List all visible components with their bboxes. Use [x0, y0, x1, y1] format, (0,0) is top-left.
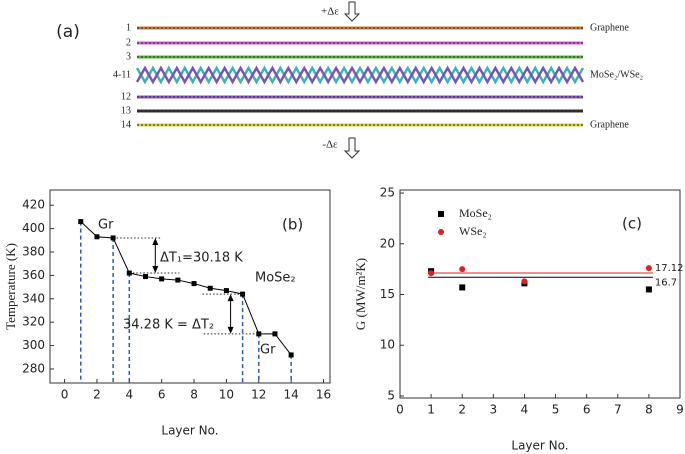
temperature-point — [207, 285, 213, 291]
y-axis-title: Temperature (K) — [3, 243, 18, 330]
temperature-line — [80, 221, 292, 356]
x-tick-label: 6 — [583, 403, 591, 417]
temperature-point — [142, 274, 148, 280]
x-axis-title: Layer No. — [161, 424, 218, 438]
panel-label: (c) — [622, 215, 642, 233]
x-tick-label: 0 — [396, 403, 404, 417]
temperature-point — [175, 277, 181, 283]
data-point — [459, 266, 466, 273]
data-point — [645, 265, 652, 272]
x-tick-label: 2 — [93, 388, 101, 402]
y-tick-label: 380 — [22, 244, 45, 258]
y-tick-label: 5 — [387, 388, 395, 402]
y-tick-label: 10 — [380, 338, 395, 352]
x-tick-label: 3 — [490, 403, 498, 417]
y-tick-label: 300 — [22, 338, 45, 352]
data-point — [521, 278, 528, 285]
y-tick-label: 360 — [22, 268, 45, 282]
strain-arrow — [343, 1, 361, 22]
legend-marker — [438, 229, 444, 235]
x-tick-label: 12 — [251, 388, 266, 402]
x-axis-title: Layer No. — [511, 439, 568, 453]
x-tick-label: 6 — [158, 388, 166, 402]
layer-material: MoSe₂/WSe₂ — [590, 69, 643, 80]
x-tick-label: 16 — [316, 388, 331, 402]
data-point — [428, 270, 435, 277]
strain-arrow — [343, 137, 361, 159]
temperature-point — [223, 288, 229, 294]
x-tick-label: 8 — [190, 388, 198, 402]
legend-label: MoSe₂ — [459, 206, 492, 220]
temperature-point — [191, 281, 197, 287]
temperature-point — [288, 352, 294, 358]
plot-frame — [49, 189, 331, 384]
y-tick-label: 280 — [22, 361, 45, 375]
strain-label: -Δε — [322, 139, 338, 151]
layer-label: 3 — [126, 51, 131, 62]
layer-label: 13 — [121, 105, 131, 116]
annotation: (b) — [282, 216, 303, 234]
annotation: Gr — [98, 218, 114, 233]
x-tick-label: 0 — [61, 388, 69, 402]
legend-marker — [438, 211, 444, 217]
panel-label: (a) — [56, 22, 80, 42]
x-tick-label: 5 — [552, 403, 560, 417]
y-tick-label: 400 — [22, 221, 45, 235]
x-tick-label: 1 — [427, 403, 435, 417]
heterolayer — [135, 65, 585, 85]
fit-label: 16.7 — [655, 277, 677, 288]
x-tick-label: 9 — [676, 403, 684, 417]
layer-label: 1 — [126, 22, 131, 33]
x-tick-label: 7 — [614, 403, 622, 417]
annotation: ΔT₁=30.18 K — [160, 251, 243, 266]
y-tick-label: 420 — [22, 198, 45, 212]
x-tick-label: 2 — [458, 403, 466, 417]
temperature-point — [94, 234, 100, 240]
x-tick-label: 14 — [284, 388, 299, 402]
data-point — [459, 284, 466, 291]
legend-label: WSe₂ — [459, 224, 487, 238]
layer-label: 2 — [126, 37, 131, 48]
plot-frame — [399, 189, 681, 399]
layer-label: 12 — [121, 91, 131, 102]
y-tick-label: 20 — [380, 236, 395, 250]
x-tick-label: 8 — [645, 403, 653, 417]
y-tick-label: 15 — [380, 287, 395, 301]
temperature-point — [159, 276, 165, 282]
fit-label: 17.12 — [655, 263, 684, 274]
layer-label: 14 — [121, 119, 131, 130]
layer-label: 4-11 — [113, 69, 131, 80]
strain-label: +Δε — [321, 6, 339, 18]
x-tick-label: 4 — [125, 388, 133, 402]
y-tick-label: 340 — [22, 291, 45, 305]
x-tick-label: 4 — [521, 403, 529, 417]
annotation: MoSe₂ — [255, 271, 296, 286]
annotation: 34.28 K = ΔT₂ — [123, 318, 214, 333]
temperature-point — [78, 219, 84, 225]
y-tick-label: 25 — [380, 186, 395, 200]
layer-material: Graphene — [590, 119, 629, 130]
heterolayer — [135, 65, 585, 85]
y-axis-title: G (MW/m²K) — [353, 258, 368, 330]
data-point — [645, 286, 652, 293]
annotation: Gr — [260, 343, 276, 358]
x-tick-label: 10 — [219, 388, 234, 402]
layer-material: Graphene — [590, 22, 629, 33]
temperature-point — [256, 331, 262, 337]
y-tick-label: 320 — [22, 315, 45, 329]
